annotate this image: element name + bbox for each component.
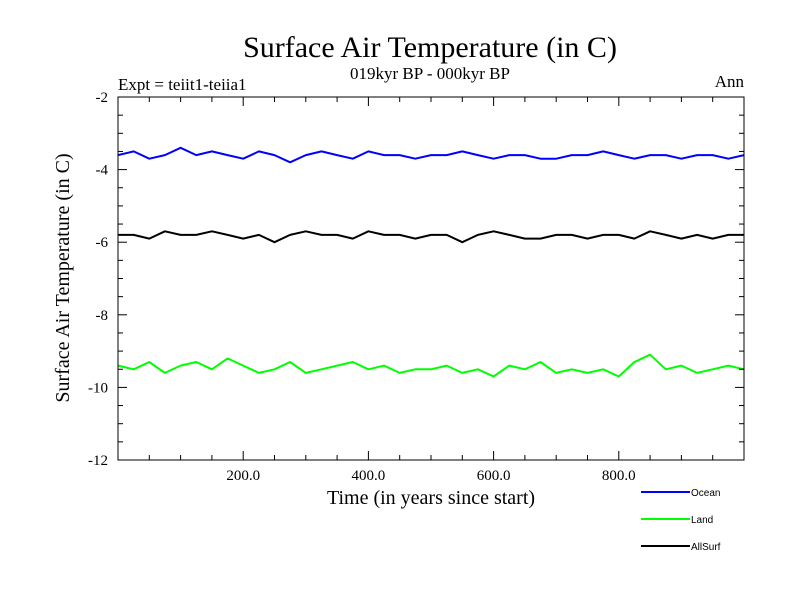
legend-label-land: Land xyxy=(691,515,713,526)
y-tick-label: -12 xyxy=(88,453,108,469)
series-line-ocean xyxy=(117,146,745,164)
chart-subtitle: 019kyr BP - 000kyr BP xyxy=(350,64,510,83)
series-line-land xyxy=(117,353,745,378)
x-tick-label: 600.0 xyxy=(477,468,511,484)
legend-label-allsurf: AllSurf xyxy=(691,542,721,553)
y-tick-label: -4 xyxy=(96,163,109,179)
y-tick-label: -2 xyxy=(96,90,109,106)
y-axis-label: Surface Air Temperature (in C) xyxy=(52,153,74,402)
y-tick-label: -8 xyxy=(96,308,109,324)
series-line-allsurf xyxy=(118,230,744,244)
x-tick-label: 400.0 xyxy=(352,468,386,484)
y-tick-label: -6 xyxy=(96,235,109,251)
x-axis-label: Time (in years since start) xyxy=(327,487,535,509)
x-tick-label: 800.0 xyxy=(602,468,636,484)
x-tick-label: 200.0 xyxy=(226,468,260,484)
season-label: Ann xyxy=(715,72,745,91)
ticks-layer: 200.0 400.0 600.0 800.0 -12 -10 -8 -6 -4 -2 xyxy=(88,90,744,484)
series-layer xyxy=(117,146,745,378)
legend: Ocean Land AllSurf xyxy=(641,488,721,553)
legend-label-ocean: Ocean xyxy=(691,488,720,499)
y-tick-label: -10 xyxy=(88,380,108,396)
chart-title: Surface Air Temperature (in C) xyxy=(243,31,617,64)
expt-label: Expt = teiit1-teiia1 xyxy=(118,75,247,94)
